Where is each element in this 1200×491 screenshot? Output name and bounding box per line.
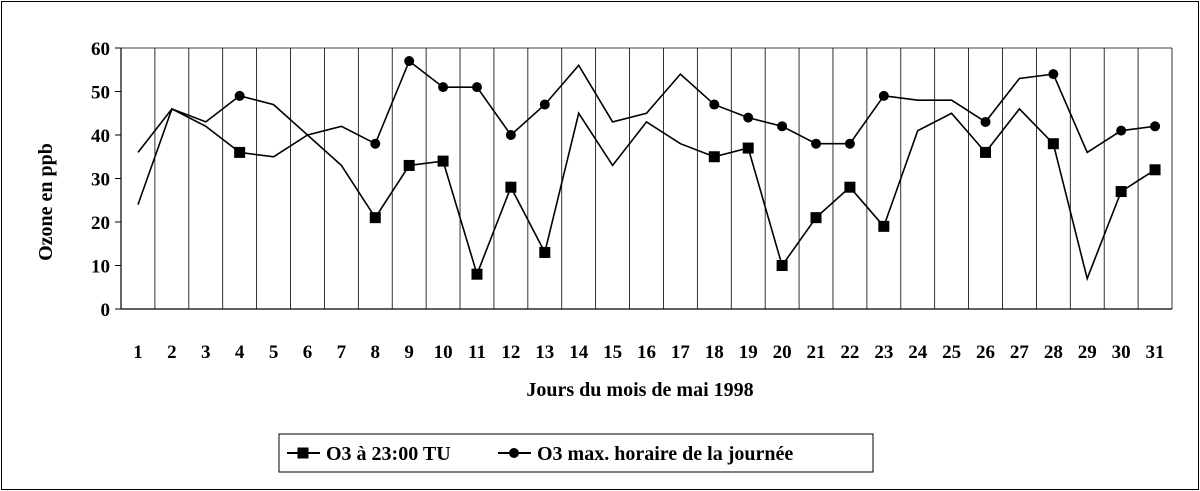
x-tick-label: 5 (269, 342, 279, 363)
data-point-square (369, 212, 381, 224)
data-point-circle (1048, 69, 1059, 80)
x-tick-label: 19 (739, 342, 758, 363)
x-tick-label: 27 (1010, 342, 1030, 363)
data-point-circle (438, 82, 449, 93)
y-tick-label: 60 (91, 39, 110, 60)
x-tick-label: 24 (908, 342, 928, 363)
data-point-square (776, 260, 788, 271)
x-tick-label: 6 (303, 342, 313, 363)
y-axis-title: Ozone en ppb (35, 143, 57, 261)
data-point-circle (471, 82, 482, 93)
y-tick-label: 0 (101, 300, 111, 321)
series (137, 56, 1161, 282)
x-tick-label: 22 (840, 342, 859, 363)
x-tick-label: 2 (167, 342, 177, 363)
data-point-circle (709, 99, 720, 110)
x-tick-label: 18 (705, 342, 724, 363)
data-point-square (1149, 164, 1161, 176)
data-point-circle (980, 116, 991, 127)
data-point-square (844, 181, 856, 193)
data-point-square (471, 268, 483, 280)
x-tick-label: 1 (133, 342, 143, 363)
x-tick-label: 14 (569, 342, 589, 363)
data-point-square (1047, 138, 1059, 150)
data-point-square (234, 146, 246, 158)
legend-marker-square (297, 447, 309, 459)
grid (121, 47, 1173, 309)
data-point-square (403, 159, 415, 171)
data-point-square (708, 151, 720, 163)
x-tick-label: 20 (773, 342, 792, 363)
x-tick-label: 7 (337, 342, 347, 363)
x-tick-label: 16 (637, 342, 656, 363)
x-tick-label: 26 (976, 342, 995, 363)
data-point-circle (234, 90, 245, 101)
y-tick-label: 40 (91, 126, 110, 147)
data-point-circle (844, 138, 855, 149)
data-point-circle (1116, 125, 1127, 136)
data-point-square (980, 146, 992, 158)
x-tick-label: 8 (371, 342, 381, 363)
x-tick-label: 10 (434, 342, 453, 363)
x-tick-label: 15 (603, 342, 622, 363)
data-point-square (1115, 186, 1127, 198)
x-tick-label: 30 (1112, 342, 1131, 363)
x-tick-label: 4 (235, 342, 245, 363)
data-point-circle (811, 138, 822, 149)
x-tick-label: 12 (501, 342, 520, 363)
data-point-circle (505, 130, 516, 140)
data-point-circle (878, 90, 889, 101)
legend: O3 à 23:00 TU O3 max. horaire de la jour… (278, 433, 874, 473)
data-point-circle (777, 121, 788, 132)
x-tick-label: 9 (404, 342, 414, 363)
y-tick-label: 50 (91, 83, 110, 104)
x-tick-label: 25 (942, 342, 961, 363)
legend-marker-circle (509, 448, 519, 458)
axes (115, 47, 1172, 310)
x-tick-label: 31 (1146, 342, 1165, 363)
data-point-square (505, 181, 517, 193)
x-tick-label: 29 (1078, 342, 1097, 363)
x-tick-label: 17 (671, 342, 691, 363)
data-point-square (437, 155, 449, 167)
x-tick-label: 3 (201, 342, 211, 363)
data-point-circle (1150, 121, 1161, 132)
data-point-circle (404, 56, 415, 67)
data-point-square (878, 220, 890, 232)
data-point-square (810, 212, 822, 224)
legend-label-series-2: O3 max. horaire de la journée (537, 443, 793, 465)
data-point-circle (743, 112, 754, 123)
y-tick-label: 30 (91, 170, 110, 191)
legend-label-series-1: O3 à 23:00 TU (326, 443, 451, 465)
data-point-circle (539, 99, 550, 110)
data-point-square (742, 142, 754, 154)
x-tick-label: 11 (468, 342, 486, 363)
x-tick-label: 28 (1044, 342, 1063, 363)
x-tick-label: 21 (807, 342, 826, 363)
x-axis-title: Jours du mois de mai 1998 (526, 379, 753, 401)
y-tick-label: 10 (91, 257, 110, 278)
legend-box (278, 433, 874, 473)
x-tick-label: 23 (874, 342, 893, 363)
y-tick-label: 20 (91, 213, 110, 234)
data-point-square (539, 246, 551, 258)
x-tick-label: 13 (535, 342, 554, 363)
data-point-circle (370, 138, 381, 149)
